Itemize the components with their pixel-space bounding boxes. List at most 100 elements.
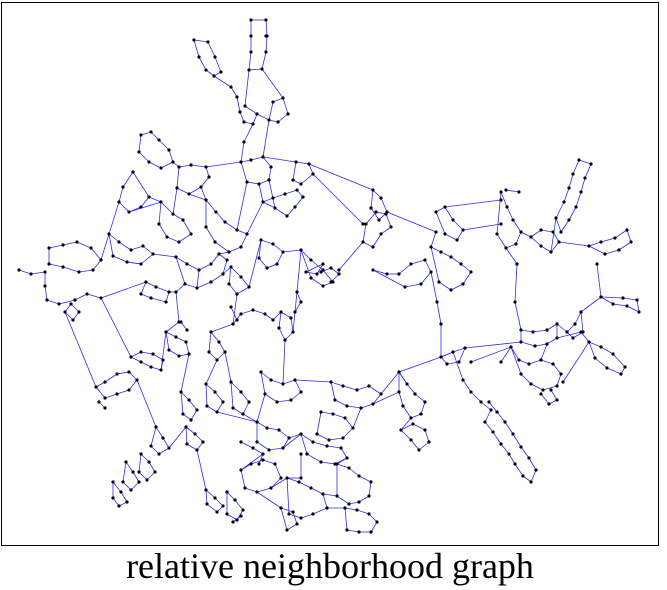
graph-edge — [274, 463, 282, 479]
graph-edge — [268, 447, 284, 451]
graph-node — [573, 322, 577, 326]
graph-edge — [210, 273, 224, 283]
graph-edge — [136, 379, 157, 428]
graph-edge — [512, 433, 522, 448]
graph-node — [167, 148, 171, 152]
graph-edge — [158, 201, 162, 225]
graph-node — [255, 420, 259, 424]
graph-node — [375, 520, 379, 524]
graph-edge — [218, 251, 230, 255]
graph-node — [177, 165, 181, 169]
graph-edge — [398, 371, 408, 385]
graph-node — [153, 470, 157, 474]
graph-edge — [556, 323, 568, 333]
graph-edge — [258, 183, 264, 203]
graph-edge — [296, 249, 302, 293]
graph-edge — [130, 356, 142, 363]
graph-node — [247, 400, 251, 404]
graph-node — [299, 516, 303, 520]
graph-node — [273, 206, 277, 210]
graph-node — [435, 300, 439, 304]
graph-edge — [48, 263, 64, 268]
graph-edge — [290, 391, 302, 401]
graph-edge — [64, 303, 72, 313]
graph-edge — [216, 351, 226, 361]
graph-node — [185, 262, 189, 266]
graph-edge — [286, 477, 300, 483]
graph-node — [315, 432, 319, 436]
graph-node — [451, 218, 455, 222]
graph-edge — [542, 385, 558, 391]
graph-node — [527, 456, 531, 460]
graph-edge — [186, 443, 198, 451]
graph-edge — [240, 453, 264, 471]
graph-node — [539, 244, 543, 248]
graph-node — [531, 330, 535, 334]
graph-edge — [206, 503, 218, 513]
graph-edge — [292, 511, 298, 525]
graph-node — [164, 330, 168, 334]
graph-node — [275, 262, 279, 266]
graph-node — [131, 470, 135, 474]
graph-edge — [520, 329, 534, 333]
graph-edge — [205, 489, 208, 505]
graph-edge — [264, 313, 274, 321]
graph-edge — [138, 134, 142, 153]
graph-node — [291, 178, 295, 182]
graph-node — [545, 328, 549, 332]
graph-edge — [142, 245, 154, 255]
graph-edge — [294, 379, 302, 393]
graph-node — [397, 390, 401, 394]
graph-node — [469, 360, 473, 364]
graph-node — [357, 530, 361, 534]
graph-edge — [294, 196, 304, 208]
graph-node — [77, 310, 81, 314]
graph-node — [287, 512, 291, 516]
graph-edge — [320, 411, 334, 415]
graph-node — [159, 200, 163, 204]
graph-edge — [262, 119, 270, 158]
graph-node — [239, 312, 243, 316]
graph-node — [554, 216, 558, 220]
graph-node — [269, 378, 273, 382]
graph-edge — [48, 244, 64, 249]
graph-node — [261, 200, 265, 204]
graph-edge — [222, 259, 228, 275]
graph-edge — [228, 266, 232, 285]
graph-edge — [606, 367, 622, 375]
graph-node — [204, 165, 208, 169]
graph-edge — [244, 487, 258, 493]
graph-node — [255, 112, 259, 116]
graph-edge — [462, 379, 472, 393]
graph-edge — [165, 331, 170, 351]
graph-edge — [512, 219, 522, 233]
graph-node — [283, 192, 287, 196]
graph-node — [325, 506, 329, 510]
graph-node — [613, 236, 617, 240]
graph-node — [167, 290, 171, 294]
graph-node — [187, 398, 191, 402]
graph-edge — [207, 41, 216, 58]
graph-node — [345, 528, 349, 532]
graph-edge — [566, 323, 576, 333]
graph-node — [195, 286, 199, 290]
graph-edge — [244, 105, 258, 115]
graph-edge — [152, 253, 177, 258]
graph-edge — [208, 351, 218, 361]
graph-edge — [160, 331, 167, 371]
graph-node — [479, 400, 483, 404]
graph-edge — [600, 346, 614, 355]
graph-edge — [64, 311, 74, 321]
graph-node — [309, 258, 313, 262]
graph-edge — [400, 417, 412, 431]
graph-node — [603, 252, 607, 256]
graph-edge — [262, 459, 276, 465]
graph-edge — [282, 339, 286, 385]
graph-edge — [272, 193, 286, 199]
graph-node — [261, 155, 265, 159]
graph-edge — [272, 311, 282, 321]
graph-edge — [236, 181, 248, 231]
graph-node — [434, 210, 438, 214]
graph-node — [215, 510, 219, 514]
graph-node — [637, 310, 641, 314]
